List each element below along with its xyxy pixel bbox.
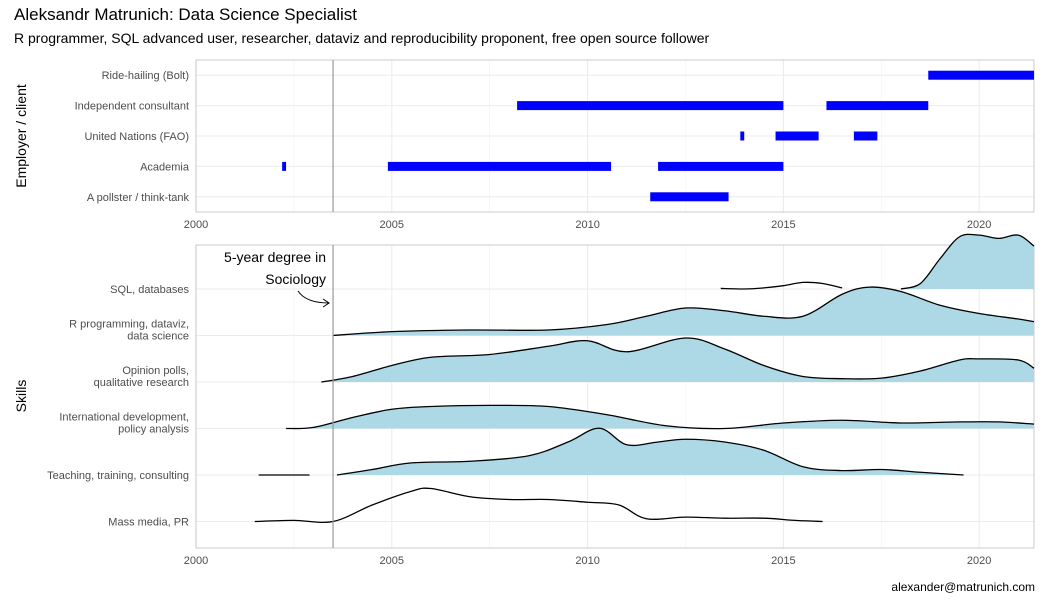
timeline-bar	[775, 131, 819, 141]
x-tick-label: 2020	[967, 555, 991, 567]
employer-panel: Ride-hailing (Bolt) Independent consultan…	[13, 59, 1035, 231]
ridge-line	[321, 337, 1035, 383]
ridge	[720, 233, 1035, 290]
skills-panel: SQL, databases R programming, dataviz, dat…	[13, 233, 1035, 567]
y-tick-label: Ride-hailing (Bolt)	[102, 70, 189, 82]
ridge-line	[900, 233, 1035, 290]
y-axis-title: Employer / client	[13, 84, 29, 188]
y-tick-label: Opinion polls, qualitative research	[94, 365, 189, 389]
y-tick-label: Independent consultant	[75, 101, 189, 113]
y-tick-label: Teaching, training, consulting	[47, 470, 189, 482]
y-tick-label: Academia	[140, 161, 190, 173]
timeline-bar	[826, 101, 929, 111]
y-axis-title: Skills	[13, 380, 29, 413]
ridge-fill	[333, 287, 1035, 336]
ridge-fill	[900, 234, 1034, 289]
timeline-bar	[658, 161, 784, 171]
chart-subtitle: R programmer, SQL advanced user, researc…	[14, 30, 710, 46]
x-tick-label: 2000	[184, 219, 208, 231]
timeline-bar	[853, 131, 878, 141]
y-tick-label: United Nations (FAO)	[84, 131, 189, 143]
degree-annotation: 5-year degree in Sociology	[224, 249, 326, 287]
y-tick-label: A pollster / think-tank	[87, 192, 190, 204]
ridge-fill	[336, 428, 964, 475]
caption: alexander@matrunich.com	[891, 580, 1035, 594]
ridge-fill	[321, 337, 1034, 382]
annotation-arrow	[297, 290, 330, 304]
x-tick-label: 2015	[771, 219, 795, 231]
x-tick-label: 2005	[380, 219, 404, 231]
timeline-bar	[650, 192, 729, 202]
ridge-line	[333, 286, 1035, 337]
ridge-line	[286, 404, 1035, 430]
ridge	[254, 487, 823, 524]
ridge-line	[720, 281, 843, 290]
ridge-fill	[286, 405, 1034, 429]
y-tick-label: International development, policy analysi…	[59, 412, 189, 436]
x-tick-label: 2000	[184, 555, 208, 567]
timeline-bar	[740, 131, 745, 141]
x-tick-label: 2010	[575, 555, 599, 567]
y-tick-label: R programming, dataviz, data science	[69, 319, 189, 343]
ridge	[333, 286, 1035, 337]
x-tick-label: 2005	[380, 555, 404, 567]
timeline-bar	[282, 161, 287, 171]
timeline-bar	[517, 101, 784, 111]
x-tick-label: 2015	[771, 555, 795, 567]
ridge	[321, 337, 1035, 383]
ridge	[258, 427, 964, 476]
chart-title: Aleksandr Matrunich: Data Science Specia…	[14, 5, 357, 24]
x-tick-label: 2010	[575, 219, 599, 231]
ridge-line	[336, 427, 964, 476]
annotation-arrowhead	[322, 298, 330, 308]
panel-border	[195, 59, 1035, 213]
x-tick-label: 2020	[967, 219, 991, 231]
y-tick-label: SQL, databases	[110, 284, 189, 296]
ridge	[286, 404, 1035, 430]
timeline-bar	[928, 70, 1034, 80]
timeline-bar	[387, 161, 612, 171]
ridge-line	[254, 487, 823, 524]
panel-border	[195, 244, 1035, 549]
y-tick-label: Mass media, PR	[108, 517, 189, 529]
